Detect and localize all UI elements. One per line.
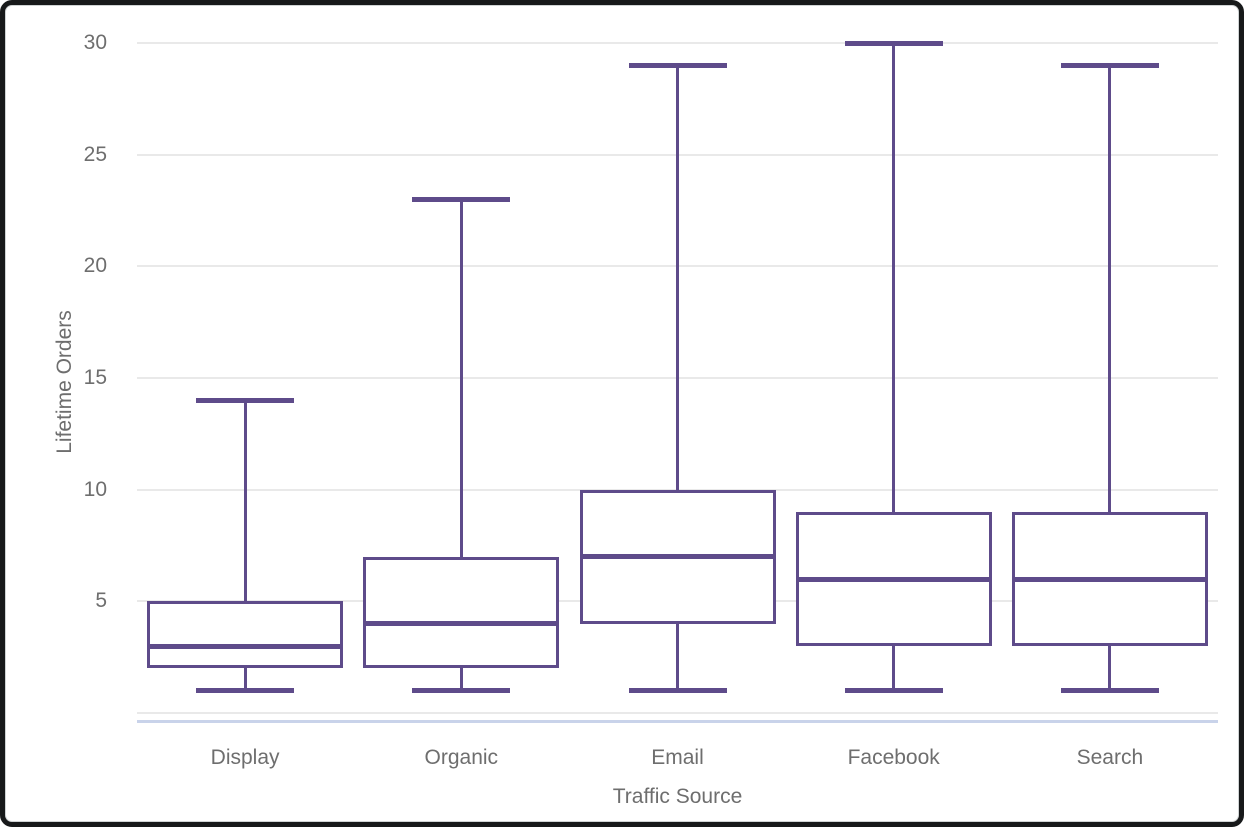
upper-whisker-line	[676, 65, 679, 490]
min-whisker-cap	[628, 688, 727, 694]
min-whisker-cap	[412, 688, 511, 694]
max-whisker-cap	[196, 397, 295, 403]
x-category-label: Email	[651, 746, 704, 769]
min-whisker-cap	[1060, 688, 1159, 694]
upper-whisker-line	[243, 400, 247, 602]
max-whisker-cap	[412, 196, 511, 202]
x-category-label: Search	[1076, 746, 1144, 769]
plot-area: 5 10 15 20 25 30 Display Organic Email Facebook Se…	[5, 5, 1239, 822]
y-tick-label: 5	[95, 589, 107, 613]
median-line	[1011, 576, 1208, 582]
lower-whisker-line	[243, 668, 247, 691]
y-tick-label: 20	[83, 254, 107, 278]
lower-whisker-line	[1108, 646, 1112, 691]
lower-whisker-line	[459, 668, 463, 691]
y-gridline	[137, 42, 1218, 45]
max-whisker-cap	[628, 62, 727, 68]
x-axis-line	[137, 720, 1218, 723]
lower-whisker-line	[676, 623, 679, 691]
median-line	[579, 554, 776, 560]
upper-whisker-line	[892, 43, 896, 513]
x-category-label: Display	[210, 746, 280, 769]
median-line	[363, 621, 560, 627]
y-tick-label: 15	[83, 366, 107, 390]
upper-whisker-line	[459, 199, 463, 557]
y-tick-label: 25	[83, 142, 107, 166]
y-tick-label: 10	[83, 477, 107, 501]
x-category-label: Facebook	[847, 746, 940, 769]
upper-whisker-line	[1108, 65, 1112, 513]
y-axis-title: Lifetime Orders	[53, 310, 76, 454]
min-whisker-cap	[196, 688, 295, 694]
max-whisker-cap	[844, 40, 943, 46]
boxplot-box[interactable]	[147, 601, 344, 669]
boxplot-box[interactable]	[363, 556, 560, 669]
lower-whisker-line	[892, 646, 896, 691]
y-gridline	[137, 712, 1218, 714]
y-tick-label: 30	[83, 31, 107, 55]
median-line	[147, 643, 344, 649]
max-whisker-cap	[1060, 62, 1159, 68]
min-whisker-cap	[844, 688, 943, 694]
x-category-label: Organic	[424, 746, 499, 769]
boxplot-chart: 5 10 15 20 25 30 Display Organic Email Facebook Se…	[5, 5, 1239, 822]
median-line	[795, 576, 992, 582]
x-axis-title: Traffic Source	[612, 785, 743, 808]
